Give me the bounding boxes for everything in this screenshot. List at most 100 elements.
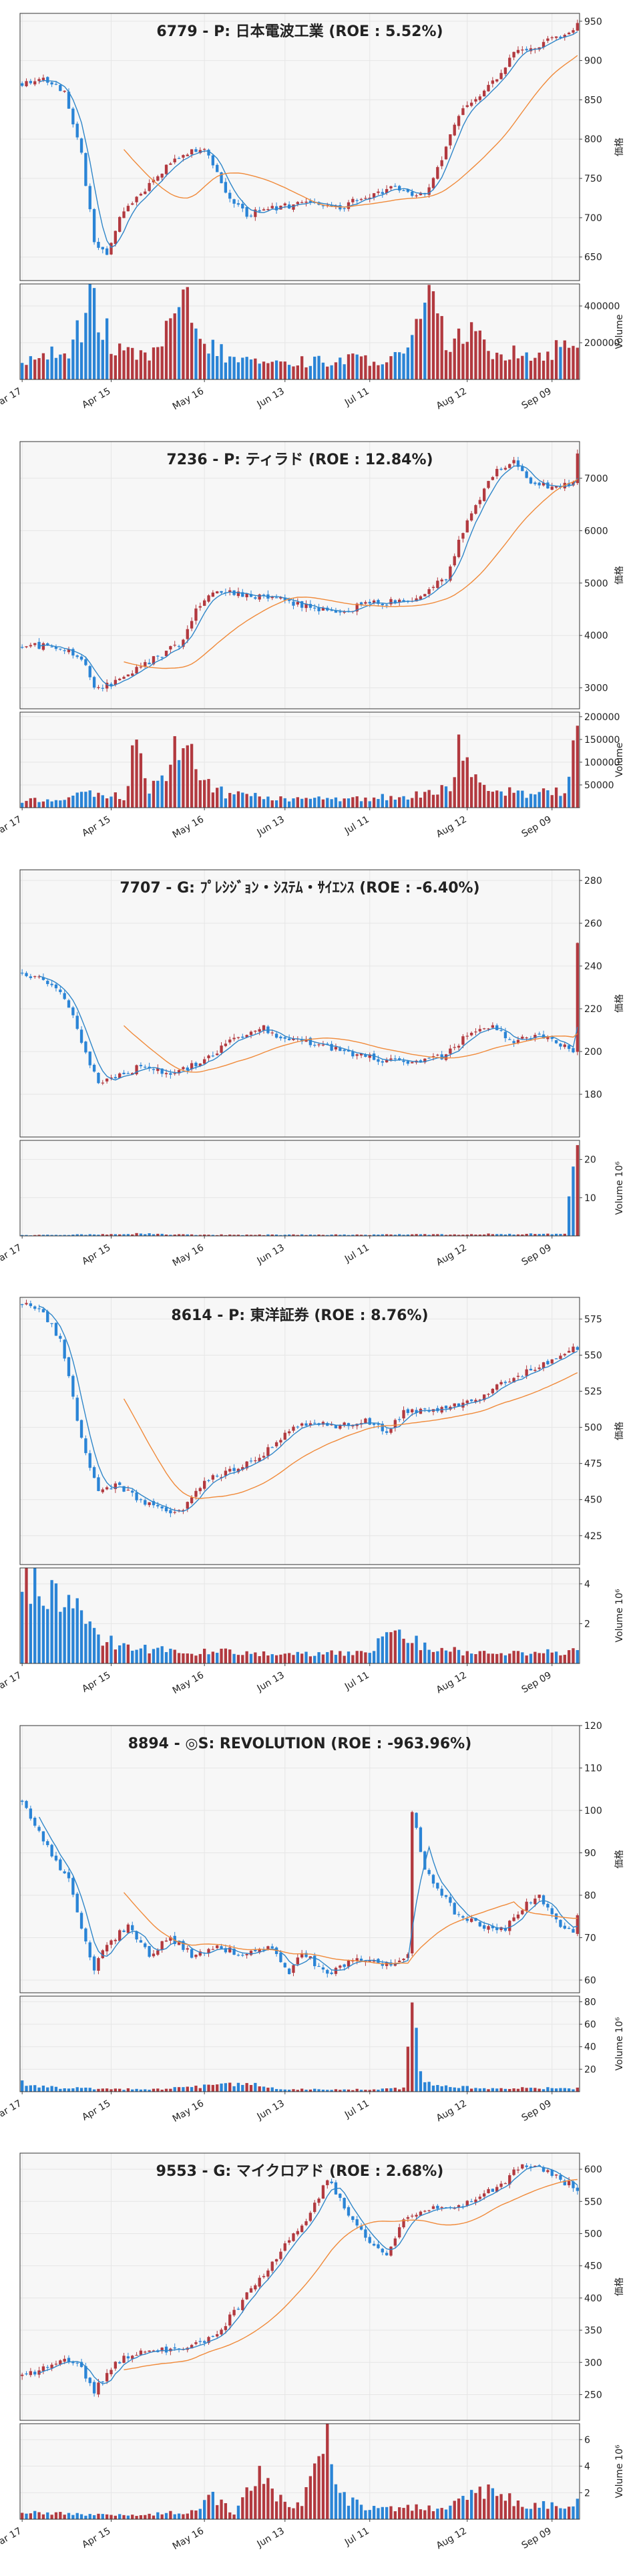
candle-body bbox=[25, 81, 28, 87]
volume-bar bbox=[508, 2088, 511, 2092]
volume-bar bbox=[457, 328, 461, 379]
volume-bar bbox=[203, 1234, 206, 1236]
candle-body bbox=[190, 1063, 194, 1070]
candle-body bbox=[29, 645, 33, 647]
candle-body bbox=[461, 1036, 465, 1045]
volume-bar bbox=[232, 2515, 236, 2519]
volume-bar bbox=[236, 791, 240, 808]
candle-body bbox=[393, 1420, 397, 1428]
price-tick-label: 3000 bbox=[584, 683, 608, 694]
volume-bar bbox=[406, 2046, 410, 2092]
candle-body bbox=[75, 2362, 79, 2364]
volume-bar bbox=[228, 2082, 232, 2092]
volume-bar bbox=[398, 2089, 401, 2092]
volume-bar bbox=[79, 1234, 83, 1236]
volume-bar bbox=[169, 2511, 172, 2519]
volume-bar bbox=[122, 800, 126, 808]
volume-bar bbox=[105, 1235, 109, 1236]
volume-bar bbox=[533, 2088, 537, 2092]
volume-bar bbox=[37, 2512, 41, 2519]
volume-bar bbox=[148, 793, 151, 808]
candle-body bbox=[50, 1844, 53, 1857]
candle-body bbox=[135, 196, 138, 202]
candle-body bbox=[563, 35, 566, 37]
candle-body bbox=[41, 1309, 45, 1313]
volume-bar bbox=[92, 796, 96, 808]
volume-bar bbox=[503, 1655, 507, 1663]
volume-bar bbox=[533, 1234, 537, 1236]
candle-body bbox=[368, 2237, 371, 2243]
candle-body bbox=[92, 1956, 96, 1971]
candle-body bbox=[156, 1504, 160, 1506]
volume-bar bbox=[54, 1235, 58, 1236]
candle-body bbox=[347, 2207, 351, 2216]
candle-body bbox=[512, 51, 515, 57]
candle-body bbox=[406, 1409, 410, 1414]
volume-bar bbox=[270, 800, 274, 808]
volume-bar bbox=[550, 359, 554, 379]
x-tick-label: Sep 09 bbox=[520, 1243, 554, 1268]
volume-bar bbox=[491, 2088, 495, 2092]
candle-body bbox=[29, 976, 33, 979]
candle-body bbox=[444, 1054, 448, 1060]
volume-bar bbox=[292, 1655, 295, 1663]
volume-bar bbox=[258, 1656, 261, 1663]
volume-bar bbox=[46, 2512, 49, 2519]
candle-body bbox=[533, 482, 537, 484]
candle-body bbox=[194, 2342, 198, 2344]
candle-body bbox=[542, 1895, 546, 1905]
volume-bar bbox=[550, 1234, 554, 1236]
volume-bar bbox=[457, 1649, 461, 1663]
volume-bar bbox=[398, 797, 401, 808]
volume-bar bbox=[478, 2486, 481, 2519]
volume-bar bbox=[97, 792, 100, 808]
volume-bar bbox=[262, 1651, 266, 1663]
volume-tick-label: 200000 bbox=[584, 338, 620, 349]
volume-bar bbox=[521, 2507, 524, 2519]
volume-bar bbox=[372, 2089, 376, 2092]
volume-bar bbox=[444, 1650, 448, 1663]
candle-body bbox=[419, 1408, 423, 1414]
volume-bar bbox=[169, 764, 172, 808]
volume-bar bbox=[308, 2476, 312, 2519]
candle-body bbox=[126, 2356, 130, 2359]
volume-bar bbox=[97, 1634, 100, 1663]
volume-bar bbox=[542, 360, 546, 379]
volume-bar bbox=[279, 1654, 282, 1663]
volume-bar bbox=[21, 1591, 24, 1663]
volume-bar bbox=[457, 2499, 461, 2519]
price-axes-frame bbox=[19, 1297, 580, 1565]
candle-body bbox=[546, 2170, 550, 2172]
volume-bar bbox=[351, 353, 355, 379]
candle-body bbox=[131, 673, 134, 676]
candle-body bbox=[343, 1050, 346, 1052]
volume-bar bbox=[465, 341, 469, 379]
candle-body bbox=[186, 1948, 189, 1950]
candle-body bbox=[131, 203, 134, 205]
volume-bar bbox=[207, 2084, 210, 2092]
volume-bar bbox=[144, 1234, 147, 1236]
volume-bar bbox=[245, 1235, 248, 1236]
volume-bar bbox=[393, 2511, 397, 2519]
candle-body bbox=[182, 1067, 185, 1070]
candle-body bbox=[483, 1394, 486, 1400]
candle-body bbox=[114, 2362, 117, 2369]
candle-body bbox=[521, 1376, 524, 1378]
candle-body bbox=[461, 108, 465, 116]
candle-body bbox=[266, 209, 270, 210]
candle-body bbox=[483, 488, 486, 501]
candle-body bbox=[512, 1378, 515, 1383]
candle-body bbox=[75, 124, 79, 138]
volume-bar bbox=[359, 801, 363, 808]
candle-body bbox=[469, 1918, 473, 1922]
candle-body bbox=[372, 193, 376, 198]
volume-bar bbox=[411, 2002, 414, 2092]
volume-bar bbox=[427, 790, 431, 808]
candle-body bbox=[101, 687, 104, 689]
volume-bar bbox=[436, 1651, 439, 1663]
volume-bar bbox=[402, 2087, 405, 2092]
candle-body bbox=[457, 539, 461, 557]
volume-bar bbox=[495, 1653, 499, 1663]
volume-bar bbox=[389, 2088, 393, 2092]
volume-bar bbox=[228, 1649, 232, 1663]
